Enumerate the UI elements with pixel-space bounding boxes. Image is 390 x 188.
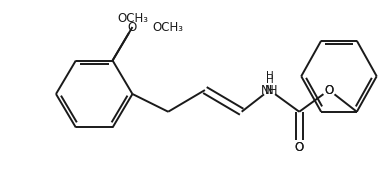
Text: H: H: [266, 71, 273, 81]
Text: O: O: [128, 20, 137, 33]
Text: NH: NH: [261, 83, 278, 97]
Text: N: N: [265, 83, 274, 97]
Text: O: O: [324, 83, 334, 97]
Text: OCH₃: OCH₃: [117, 12, 148, 25]
Text: H: H: [266, 75, 273, 85]
Text: O: O: [324, 83, 334, 97]
Text: O: O: [294, 141, 304, 154]
Text: OCH₃: OCH₃: [152, 20, 183, 33]
Text: O: O: [294, 141, 304, 154]
